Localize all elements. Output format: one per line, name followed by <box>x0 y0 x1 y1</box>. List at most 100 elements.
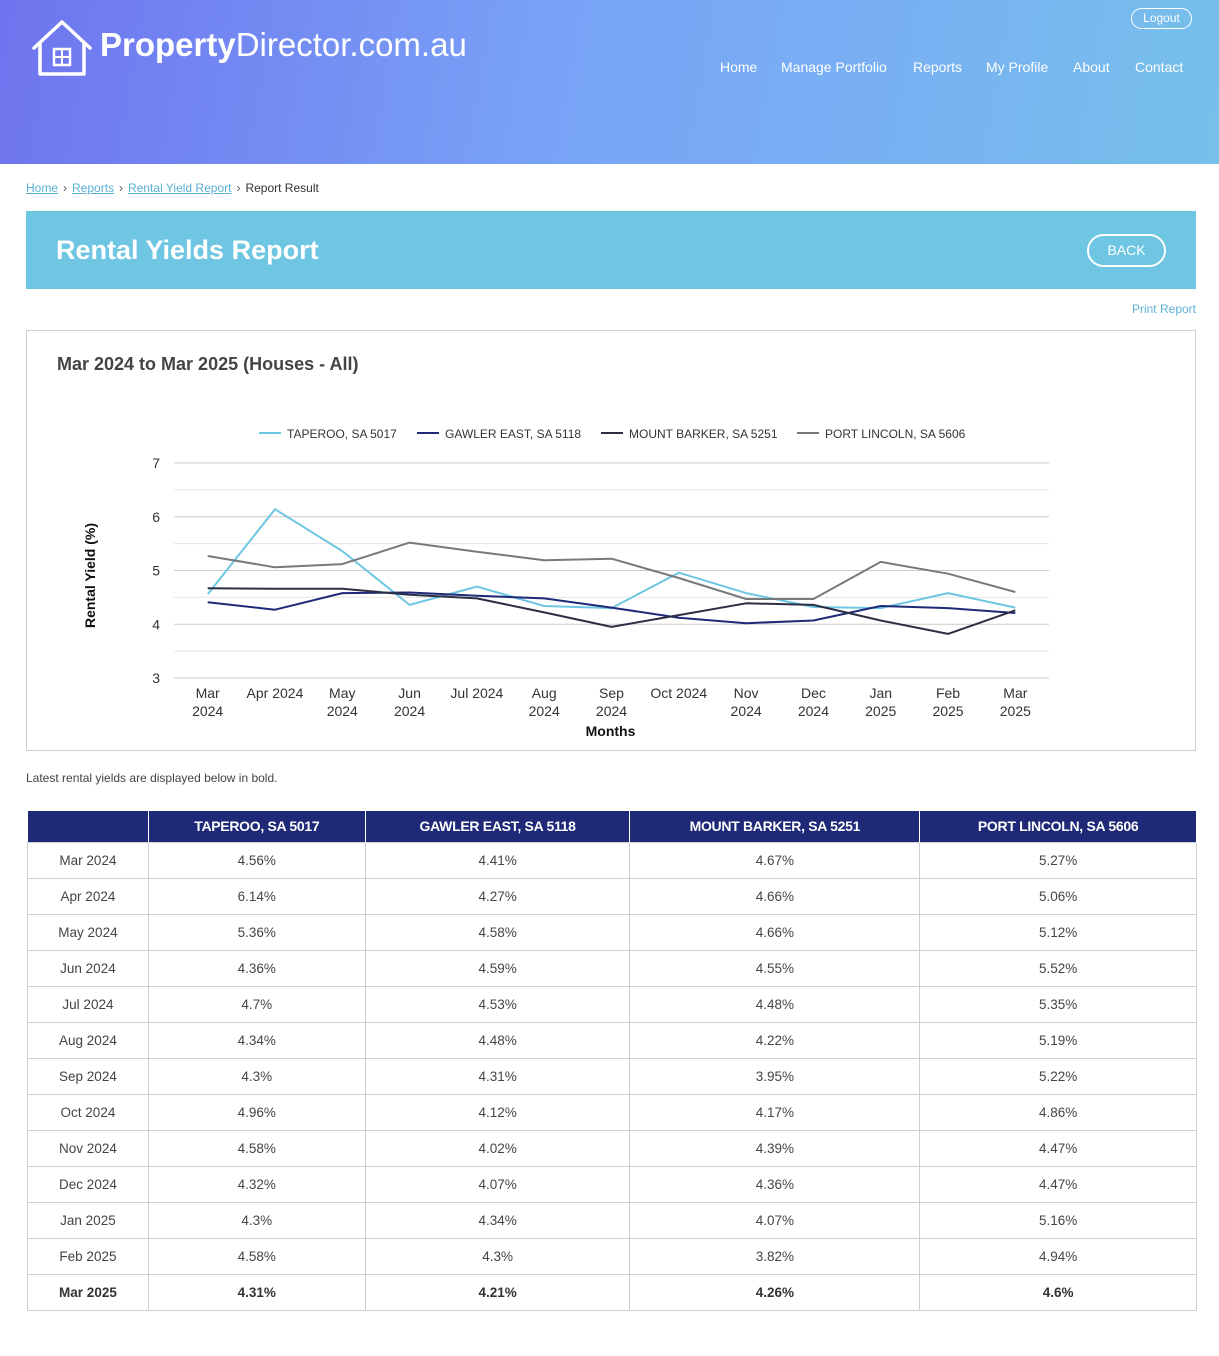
x-tick-label: Aug 2024 <box>529 685 560 719</box>
cell-gawler-east: 4.27% <box>364 877 631 915</box>
cell-gawler-east: 4.41% <box>364 841 631 879</box>
nav-reports[interactable]: Reports <box>913 59 963 75</box>
cell-gawler-east: 4.34% <box>364 1201 631 1239</box>
site-name-bold: Property <box>100 26 236 63</box>
cell-port-lincoln: 4.86% <box>919 1093 1197 1131</box>
chart-panel: Mar 2024 to Mar 2025 (Houses - All) 3 4 5 6… <box>26 330 1196 751</box>
site-name-rest: Director.com.au <box>235 26 467 63</box>
y-tick-label: 5 <box>152 563 160 579</box>
cell-mount-barker: 4.55% <box>629 949 921 987</box>
cell-port-lincoln: 5.22% <box>919 1057 1197 1095</box>
y-tick-label: 4 <box>152 616 160 632</box>
breadcrumb-rental-yield-report[interactable]: Rental Yield Report <box>128 181 232 195</box>
cell-port-lincoln: 5.19% <box>919 1021 1197 1059</box>
breadcrumb-reports[interactable]: Reports <box>72 181 115 195</box>
breadcrumb-home[interactable]: Home <box>26 181 59 195</box>
series-line <box>207 587 1016 635</box>
table-body: Mar 2024 4.56% 4.41% 4.67% 5.27% Apr 2024 6.14… <box>27 841 1197 1311</box>
cell-taperoo: 4.7% <box>147 985 366 1023</box>
logout-button[interactable]: Logout <box>1131 8 1192 29</box>
chevron-right-icon: › <box>236 181 241 195</box>
table-row: Apr 2024 6.14% 4.27% 4.66% 5.06% <box>27 877 1197 915</box>
table-row: Feb 2025 4.58% 4.3% 3.82% 4.94% <box>27 1237 1197 1275</box>
legend-label: PORT LINCOLN, SA 5606 <box>825 427 966 441</box>
cell-port-lincoln: 5.52% <box>919 949 1197 987</box>
x-tick-label: Dec 2024 <box>798 685 829 719</box>
rental-yields-table: TAPEROO, SA 5017 GAWLER EAST, SA 5118 MO… <box>27 811 1197 1311</box>
rental-yield-line-chart: 3 4 5 6 7 Mar 2024 Apr 2024 May 2024 Jun 2024 Jul 20… <box>82 427 1049 739</box>
cell-mount-barker: 4.67% <box>629 841 921 879</box>
nav-contact[interactable]: Contact <box>1135 59 1184 75</box>
cell-taperoo: 4.58% <box>147 1237 366 1275</box>
cell-taperoo: 4.31% <box>147 1273 366 1311</box>
cell-month: Mar 2024 <box>27 841 149 879</box>
breadcrumb-current: Report Result <box>245 181 319 195</box>
cell-gawler-east: 4.53% <box>364 985 631 1023</box>
back-button[interactable]: BACK <box>1087 234 1166 267</box>
cell-month: Aug 2024 <box>27 1021 149 1059</box>
cell-port-lincoln: 5.27% <box>919 841 1197 879</box>
cell-month: Jul 2024 <box>27 985 149 1023</box>
cell-gawler-east: 4.02% <box>364 1129 631 1167</box>
cell-port-lincoln: 5.35% <box>919 985 1197 1023</box>
cell-gawler-east: 4.59% <box>364 949 631 987</box>
cell-port-lincoln: 5.12% <box>919 913 1197 951</box>
cell-port-lincoln: 5.06% <box>919 877 1197 915</box>
cell-port-lincoln: 5.16% <box>919 1201 1197 1239</box>
table-row: Nov 2024 4.58% 4.02% 4.39% 4.47% <box>27 1129 1197 1167</box>
site-header: PropertyDirector.com.au Logout Home Mana… <box>0 0 1219 164</box>
table-row: Jul 2024 4.7% 4.53% 4.48% 5.35% <box>27 985 1197 1023</box>
y-axis-title: Rental Yield (%) <box>82 523 98 628</box>
cell-gawler-east: 4.48% <box>364 1021 631 1059</box>
cell-taperoo: 4.96% <box>147 1093 366 1131</box>
x-tick-label: Sep 2024 <box>596 685 627 719</box>
x-tick-label: Mar 2025 <box>1000 685 1031 719</box>
x-tick-label: Apr 2024 <box>247 685 304 701</box>
breadcrumb: Home › Reports › Rental Yield Report › R… <box>26 181 319 195</box>
cell-taperoo: 4.32% <box>147 1165 366 1203</box>
x-tick-label: Mar 2024 <box>192 685 223 719</box>
table-row: Jun 2024 4.36% 4.59% 4.55% 5.52% <box>27 949 1197 987</box>
cell-gawler-east: 4.21% <box>364 1273 631 1311</box>
cell-taperoo: 5.36% <box>147 913 366 951</box>
nav-home[interactable]: Home <box>720 59 758 75</box>
table-header-port-lincoln: PORT LINCOLN, SA 5606 <box>919 811 1197 842</box>
x-axis-title: Months <box>586 723 636 739</box>
cell-port-lincoln: 4.94% <box>919 1237 1197 1275</box>
cell-taperoo: 4.3% <box>147 1057 366 1095</box>
site-logo[interactable]: PropertyDirector.com.au <box>30 18 467 78</box>
x-tick-label: Jun 2024 <box>394 685 425 719</box>
series-line <box>207 591 1016 625</box>
cell-mount-barker: 4.48% <box>629 985 921 1023</box>
cell-taperoo: 4.56% <box>147 841 366 879</box>
cell-month: May 2024 <box>27 913 149 951</box>
table-header-taperoo: TAPEROO, SA 5017 <box>148 811 366 842</box>
cell-month: Apr 2024 <box>27 877 149 915</box>
cell-month: Mar 2025 <box>27 1273 149 1311</box>
y-tick-label: 6 <box>152 509 160 525</box>
cell-mount-barker: 4.66% <box>629 913 921 951</box>
cell-mount-barker: 3.82% <box>629 1237 921 1275</box>
cell-gawler-east: 4.58% <box>364 913 631 951</box>
cell-mount-barker: 3.95% <box>629 1057 921 1095</box>
nav-about[interactable]: About <box>1073 59 1110 75</box>
cell-taperoo: 4.34% <box>147 1021 366 1059</box>
table-row: Dec 2024 4.32% 4.07% 4.36% 4.47% <box>27 1165 1197 1203</box>
table-note: Latest rental yields are displayed below… <box>26 771 278 785</box>
cell-mount-barker: 4.22% <box>629 1021 921 1059</box>
print-report-link[interactable]: Print Report <box>1131 302 1196 316</box>
cell-month: Nov 2024 <box>27 1129 149 1167</box>
cell-month: Dec 2024 <box>27 1165 149 1203</box>
cell-taperoo: 4.58% <box>147 1129 366 1167</box>
house-logo-icon <box>32 20 92 76</box>
nav-my-profile[interactable]: My Profile <box>986 59 1049 75</box>
nav-manage-portfolio[interactable]: Manage Portfolio <box>781 59 887 75</box>
cell-taperoo: 4.36% <box>147 949 366 987</box>
table-row: Mar 2025 4.31% 4.21% 4.26% 4.6% <box>27 1273 1197 1311</box>
x-tick-label: Nov 2024 <box>731 685 762 719</box>
cell-gawler-east: 4.3% <box>364 1237 631 1275</box>
cell-taperoo: 4.3% <box>147 1201 366 1239</box>
x-tick-label: Oct 2024 <box>650 685 707 701</box>
cell-gawler-east: 4.12% <box>364 1093 631 1131</box>
cell-month: Feb 2025 <box>27 1237 149 1275</box>
